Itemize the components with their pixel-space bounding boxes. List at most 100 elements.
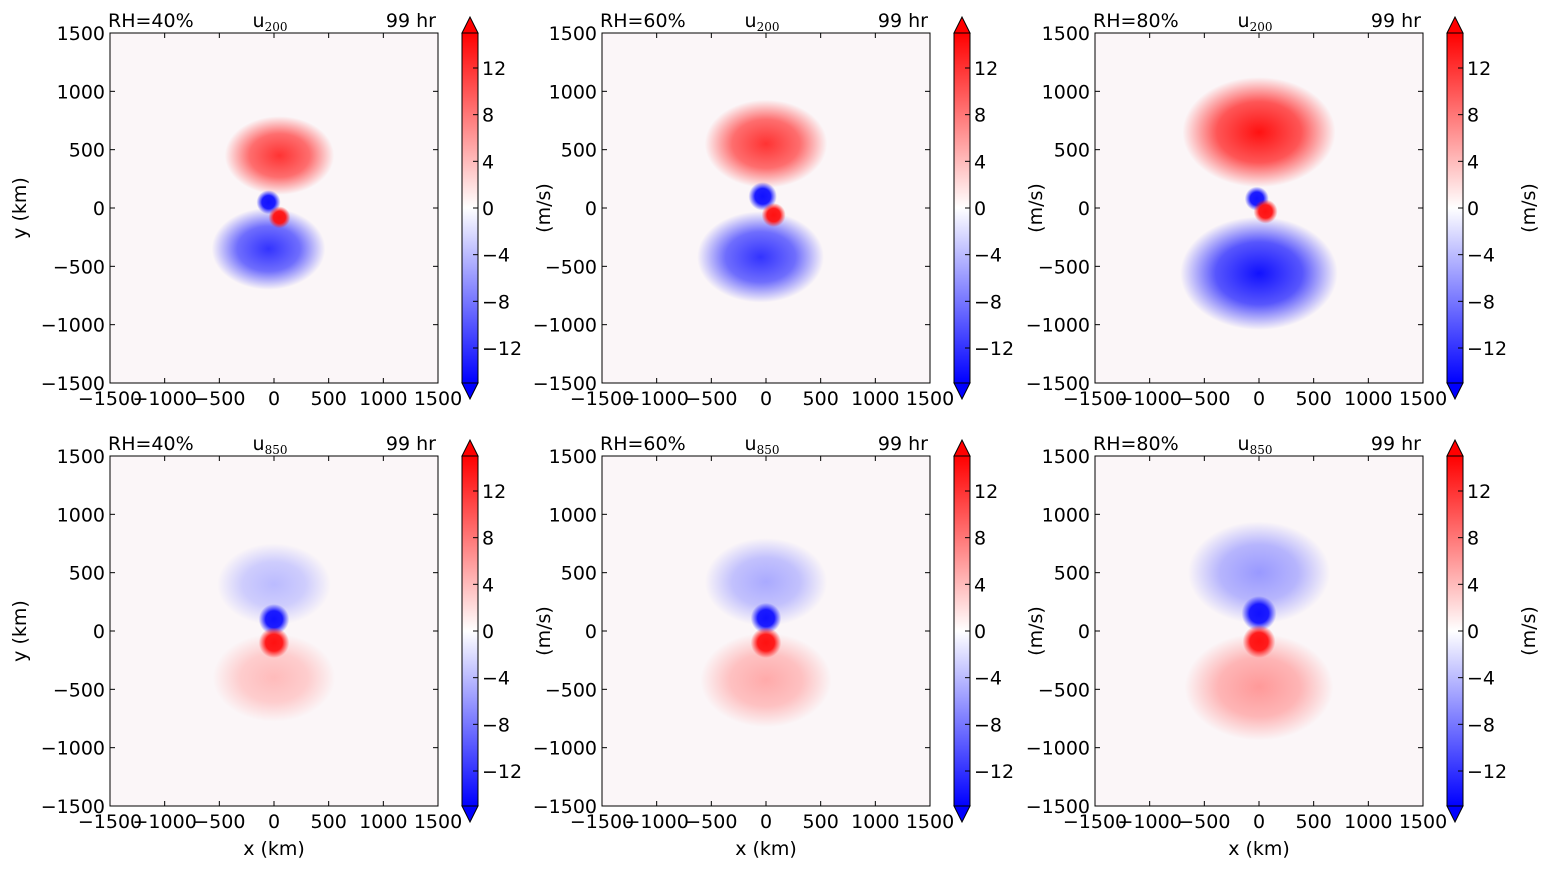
y-tick-label: 0 (585, 621, 597, 643)
y-tick-label: 1500 (57, 446, 105, 468)
x-tick-label: 0 (268, 811, 280, 833)
x-tick-label: 1500 (414, 811, 462, 833)
colorbar-tick-label: 12 (974, 58, 998, 80)
colorbar: 12 8 4 0 −12 −8 −4 (m/s) (953, 15, 1047, 401)
y-tick-label: −1500 (533, 796, 597, 818)
y-tick-label: 1500 (1042, 23, 1090, 45)
colorbar: 12 8 4 0 −12 −8 −4 (m/s) (461, 15, 555, 401)
y-tick-label: 0 (1078, 621, 1090, 643)
colorbar-tick-label: −12 (974, 761, 1014, 783)
colorbar-tick-label: 0 (1467, 198, 1479, 220)
x-axis-label: x (km) (243, 838, 305, 860)
colorbar-extend-max (953, 15, 971, 34)
colorbar-label: (m/s) (1518, 183, 1540, 233)
x-axis-label: x (km) (1228, 838, 1290, 860)
colorbar-tick-label: −8 (1467, 291, 1495, 313)
field-negative-core (258, 604, 290, 635)
x-tick-label: 500 (803, 388, 839, 410)
x-tick-label: 0 (268, 388, 280, 410)
x-tick-label: 1000 (851, 811, 899, 833)
x-tick-label: −500 (193, 388, 245, 410)
colorbar-tick-label: 4 (482, 151, 494, 173)
x-tick-label: 0 (760, 388, 772, 410)
colorbar-tick-label: −8 (482, 714, 510, 736)
panel-title-variable: u850 (253, 433, 288, 457)
y-tick-label: −500 (1038, 256, 1090, 278)
colorbar-tick-label: 4 (1467, 574, 1479, 596)
x-tick-label: 0 (1253, 811, 1265, 833)
panel-title-right: 99 hr (386, 10, 436, 32)
y-tick-label: 500 (1054, 563, 1090, 585)
panel-6: −1500−1000−500 0 500 1000 1500150010005000−5… (1026, 433, 1540, 860)
colorbar-extend-max (461, 15, 479, 34)
colorbar-tick-label: −12 (1467, 761, 1507, 783)
x-tick-label: −1000 (1118, 388, 1182, 410)
colorbar-label: (m/s) (1025, 183, 1047, 233)
field-negative-lobe (1187, 521, 1331, 624)
field-positive-core (750, 627, 782, 658)
field-negative-lobe (1180, 216, 1338, 331)
x-tick-label: −1000 (625, 811, 689, 833)
colorbar-extend-max (1446, 15, 1464, 34)
y-tick-label: −1000 (533, 315, 597, 337)
x-tick-label: 1000 (1344, 388, 1392, 410)
colorbar-tick-label: −4 (1467, 668, 1495, 690)
panel-title-variable: u200 (253, 10, 288, 34)
x-tick-label: −1000 (1118, 811, 1182, 833)
y-tick-label: −1000 (1026, 315, 1090, 337)
field-positive-core (1253, 199, 1278, 224)
y-tick-label: 1000 (1042, 504, 1090, 526)
panel-title-right: 99 hr (1371, 10, 1421, 32)
colorbar-tick-label: −4 (482, 668, 510, 690)
panel-3: −1500−1000−500 0 500 1000 1500150010005000−5… (1026, 10, 1540, 410)
colorbar-tick-label: −12 (974, 338, 1014, 360)
colorbar-tick-label: −8 (974, 714, 1002, 736)
y-tick-label: −500 (545, 256, 597, 278)
x-tick-label: −500 (193, 811, 245, 833)
colorbar-tick-label: −8 (974, 291, 1002, 313)
x-tick-label: −1000 (625, 388, 689, 410)
colorbar-tick-label: 0 (974, 198, 986, 220)
colorbar-label: (m/s) (533, 606, 555, 656)
y-tick-label: 1000 (549, 504, 597, 526)
colorbar-extend-min (461, 805, 479, 824)
y-tick-label: −500 (545, 679, 597, 701)
field-positive-lobe (1182, 77, 1336, 188)
field-positive-lobe (212, 633, 336, 722)
x-tick-label: 500 (1296, 811, 1332, 833)
y-tick-label: 1000 (57, 504, 105, 526)
y-tick-label: −1500 (533, 373, 597, 395)
panel-title-right: 99 hr (386, 433, 436, 455)
x-tick-label: 1000 (359, 811, 407, 833)
y-tick-label: −1500 (41, 796, 105, 818)
panel-title-variable: u850 (1238, 433, 1273, 457)
colorbar-tick-label: −4 (974, 245, 1002, 267)
colorbar: 12 8 4 0 −12 −8 −4 (m/s) (461, 438, 555, 824)
colorbar-tick-label: 8 (482, 528, 494, 550)
colorbar-extend-max (953, 438, 971, 457)
x-tick-label: 1000 (359, 388, 407, 410)
x-tick-label: −1500 (1063, 388, 1127, 410)
y-tick-label: 0 (93, 198, 105, 220)
colorbar: 12 8 4 0 −12 −8 −4 (m/s) (1446, 15, 1540, 401)
colorbar-tick-label: −12 (1467, 338, 1507, 360)
colorbar-tick-label: 4 (1467, 151, 1479, 173)
x-tick-label: 500 (803, 811, 839, 833)
y-tick-label: −1000 (1026, 738, 1090, 760)
field-positive-core (1242, 625, 1276, 658)
panel-title-variable: u850 (745, 433, 780, 457)
x-tick-label: −1000 (133, 388, 197, 410)
colorbar-tick-label: −12 (482, 761, 522, 783)
y-tick-label: −1000 (41, 738, 105, 760)
x-tick-label: −500 (1178, 388, 1230, 410)
y-tick-label: 500 (561, 140, 597, 162)
field-negative-lobe (217, 543, 331, 626)
y-tick-label: 500 (69, 563, 105, 585)
colorbar-tick-label: 0 (482, 198, 494, 220)
field-negative-core (748, 182, 777, 211)
colorbar-label: (m/s) (1025, 606, 1047, 656)
panel-title-variable: u200 (745, 10, 780, 34)
x-axis-label: x (km) (735, 838, 797, 860)
colorbar-tick-label: −8 (1467, 714, 1495, 736)
x-tick-label: −1500 (1063, 811, 1127, 833)
